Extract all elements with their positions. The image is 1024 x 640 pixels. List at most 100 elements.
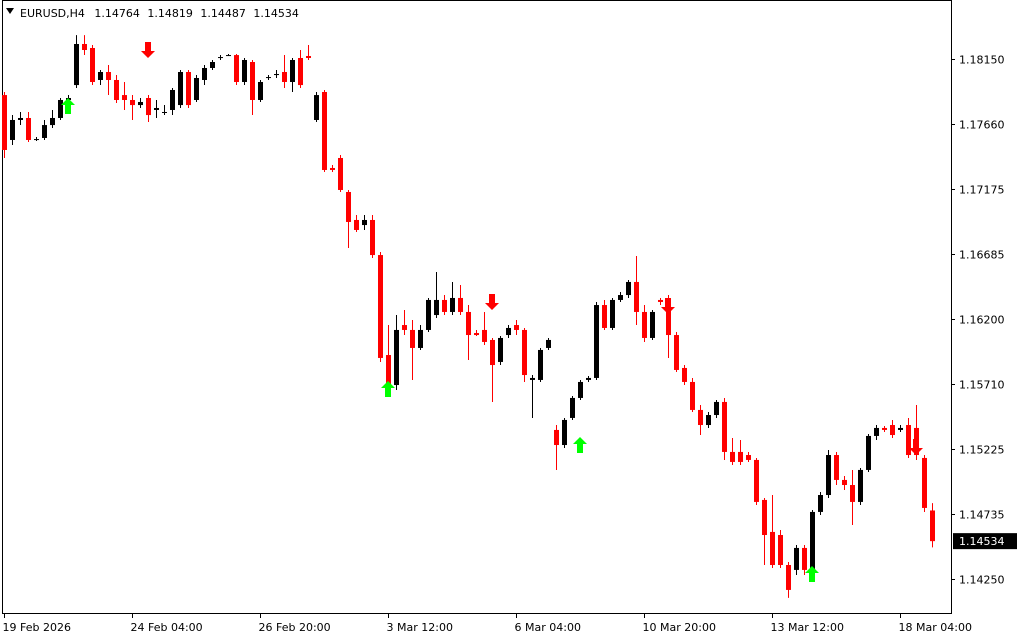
candle-body [42,125,47,138]
candle-body [306,55,311,58]
candle-body [178,71,183,106]
candle-body [386,355,391,386]
symbol: EURUSD,H4 [20,7,85,20]
header-high: 1.14819 [147,7,193,20]
candle-body [130,99,135,106]
candle-body [122,95,127,100]
candle-body [250,61,255,100]
buy-arrow [61,97,75,114]
candle-body [282,71,287,82]
candle-body [682,367,687,382]
candle-body [610,299,615,328]
x-tick-label: 18 Mar 04:00 [899,621,972,634]
candle-body [26,117,31,140]
candle-body [530,377,535,380]
header-low: 1.14487 [200,7,246,20]
candle-body [242,59,247,82]
candle-body [514,325,519,330]
buy-arrow [573,437,587,454]
candle-body [330,167,335,170]
candle-body [106,71,111,80]
candle-body [722,401,727,452]
candle-body [370,219,375,256]
candle-body [554,429,559,446]
candle-body [858,469,863,502]
candle-body [642,311,647,338]
candle-body [666,299,671,336]
candle-body [626,281,631,296]
candle-body [474,333,479,336]
candle-body [698,409,703,426]
x-tick-label: 3 Mar 12:00 [387,621,453,634]
candle-body [18,117,23,120]
candle-body [930,510,935,542]
candle-body [562,419,567,446]
y-tick-label: 1.15710 [959,379,1005,392]
candle-body [490,339,495,366]
header-open: 1.14764 [94,7,140,20]
sell-arrow [485,293,499,310]
menu-triangle[interactable] [6,8,14,14]
candle-body [98,71,103,80]
candle-body [570,397,575,418]
candle-body [586,377,591,380]
candle-body [410,329,415,348]
candle-body [690,381,695,410]
candle-body [362,219,367,226]
candle-body [146,97,151,116]
candle-body [234,55,239,82]
candle-body [170,89,175,110]
candle-body [594,305,599,378]
candle-body [418,329,423,348]
sell-arrow [141,41,155,58]
candle-body [194,77,199,100]
candle-body [674,335,679,370]
candle-body [778,535,783,566]
candle-body [2,95,7,150]
candle-body [186,71,191,106]
candle-body [274,73,279,76]
candle-body [322,91,327,170]
candle-body [82,43,87,50]
candle-body [650,311,655,338]
candle-body [466,311,471,336]
candle-body [746,455,751,460]
y-tick-label: 1.17660 [959,119,1005,132]
candle-body [458,297,463,312]
candle-body [426,299,431,330]
candle-body [354,219,359,230]
candle-body [618,295,623,300]
sell-arrow [661,297,675,314]
y-tick-label: 1.16685 [959,249,1005,262]
candle-body [802,547,807,570]
candle-body [482,329,487,342]
candle-body [730,451,735,462]
candle-body [50,117,55,126]
candle-body [762,499,767,536]
candle-body [338,157,343,190]
candle-body [138,101,143,106]
current-price-label: 1.14534 [959,535,1005,548]
candle-body [450,297,455,312]
y-tick-label: 1.14250 [959,574,1005,587]
plot-frame [2,0,952,614]
candle-body [754,459,759,502]
candle-body [546,339,551,348]
x-tick-label: 6 Mar 04:00 [515,621,581,634]
candle-body [714,401,719,416]
candle-body [882,427,887,430]
candle-body [258,81,263,100]
candle-body [314,95,319,120]
buy-arrow [381,381,395,398]
candle-body [842,479,847,486]
candle-body [58,99,63,118]
candle-body [498,337,503,362]
candle-body [890,425,895,436]
candle-body [34,139,39,141]
candle-body [298,57,303,86]
candle-body [226,55,231,57]
candle-body [922,457,927,508]
candle-body [786,565,791,590]
candle-body [162,111,167,113]
